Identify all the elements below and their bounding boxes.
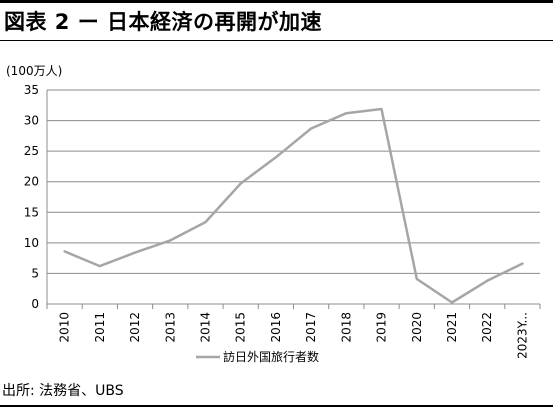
- series-line-0: [63, 107, 524, 304]
- top-rule: [0, 0, 553, 3]
- x-tick-label-2018: 2018: [339, 312, 353, 343]
- x-tick-label-2010: 2010: [58, 312, 72, 343]
- x-axis-ticks: 2010 2011 2012 2013 2014 2015 2016 2017 2018 2019…: [46, 304, 541, 359]
- chart-title: 図表 2 ー 日本経済の再開が加速: [4, 10, 323, 34]
- source-note: 出所: 法務省、UBS: [2, 383, 124, 399]
- title-rule: [0, 40, 553, 41]
- y-axis-ticks: 0 5 10 15 20 25 30 35: [24, 83, 39, 311]
- x-tick-label-2013: 2013: [163, 312, 177, 343]
- y-tick-label-25: 25: [24, 144, 39, 158]
- x-tick-label-2021: 2021: [445, 312, 459, 343]
- gridlines: [46, 89, 540, 305]
- x-tick-label-2011: 2011: [93, 312, 107, 343]
- y-tick-label-10: 10: [24, 236, 39, 250]
- x-tick-label-2014: 2014: [198, 312, 212, 343]
- bottom-rule: [0, 405, 553, 407]
- y-tick-label-15: 15: [24, 205, 39, 219]
- x-tick-label-2019: 2019: [375, 312, 389, 343]
- x-tick-label-2017: 2017: [304, 312, 318, 343]
- y-tick-label-0: 0: [31, 297, 39, 311]
- y-axis-unit-label: (100万人): [6, 64, 62, 78]
- legend-label-0: 訪日外国旅行者数: [223, 349, 319, 364]
- x-tick-label-2023Y...: 2023Y...: [515, 312, 529, 359]
- x-tick-label-2020: 2020: [410, 312, 424, 343]
- y-tick-label-30: 30: [24, 114, 39, 128]
- x-tick-label-2016: 2016: [269, 312, 283, 343]
- y-tick-label-5: 5: [31, 266, 39, 280]
- x-tick-label-2012: 2012: [128, 312, 142, 343]
- legend: 訪日外国旅行者数: [196, 349, 319, 364]
- series-layer: [63, 107, 524, 304]
- y-tick-label-20: 20: [24, 175, 39, 189]
- x-tick-label-2022: 2022: [480, 312, 494, 343]
- x-tick-label-2015: 2015: [234, 312, 248, 343]
- y-tick-label-35: 35: [24, 83, 39, 97]
